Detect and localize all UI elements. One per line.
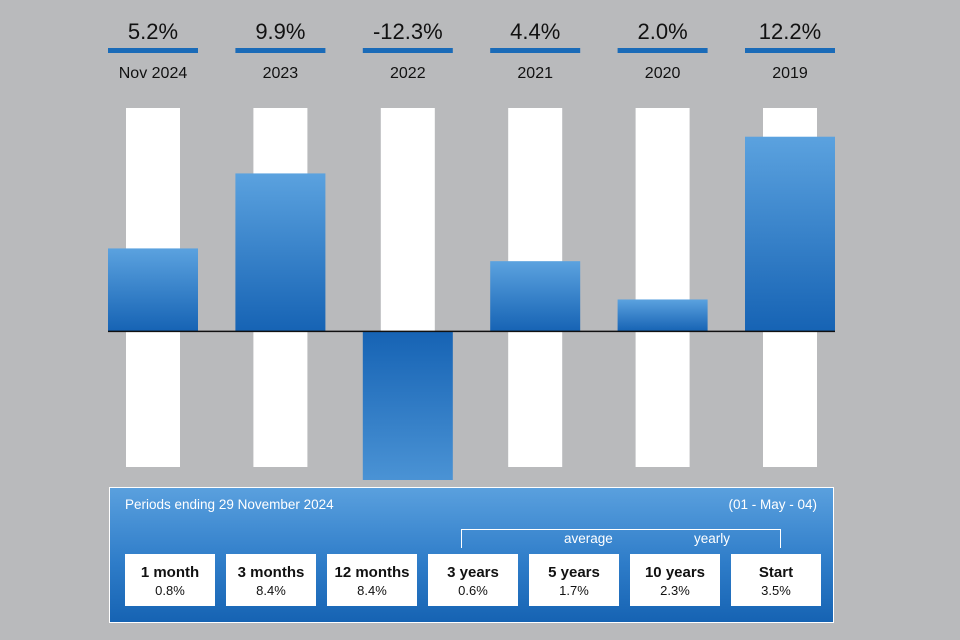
period-value: 2.3% [660, 583, 690, 598]
value-label: 2.0% [638, 19, 688, 44]
category-label: 2021 [517, 65, 553, 82]
category-label: 2022 [390, 65, 426, 82]
period-label: 3 years [447, 564, 499, 581]
period-label: 1 month [140, 564, 200, 581]
average-label: average [564, 531, 613, 546]
label-underline [745, 48, 835, 53]
period-label: 3 months [237, 564, 305, 581]
period-label: 12 months [334, 564, 410, 581]
category-label: 2020 [645, 65, 681, 82]
performance-bar-chart: 5.2% Nov 2024 9.9% 2023 -12.3% 2022 4.4% 2021 2.… [108, 19, 835, 480]
label-underline [617, 48, 708, 53]
period-box-12-months: 12 months 8.4% [327, 554, 417, 606]
period-box-10-years: 10 years 2.3% [630, 554, 720, 606]
bar-2019 [745, 136, 835, 332]
value-label: 12.2% [759, 19, 821, 44]
period-value: 0.6% [458, 583, 488, 598]
period-returns-panel: Periods ending 29 November 2024 (01 - Ma… [109, 487, 834, 623]
periods-ending-title: Periods ending 29 November 2024 [125, 497, 334, 512]
bar-2021 [490, 261, 581, 332]
period-label: Start [758, 564, 794, 581]
period-box-5-years: 5 years 1.7% [529, 554, 619, 606]
bar-2020 [617, 299, 708, 332]
label-underline [490, 48, 581, 53]
period-box-start: Start 3.5% [731, 554, 821, 606]
period-label: 10 years [644, 564, 706, 581]
period-value: 8.4% [357, 583, 387, 598]
category-label: Nov 2024 [119, 65, 188, 82]
background-column [635, 108, 690, 467]
yearly-label: yearly [694, 531, 731, 546]
label-underline [108, 48, 198, 53]
label-underline [362, 48, 453, 53]
category-label: 2019 [772, 65, 808, 82]
value-label: 9.9% [255, 19, 305, 44]
category-label: 2023 [263, 65, 299, 82]
period-box-1-month: 1 month 0.8% [125, 554, 215, 606]
value-label: 5.2% [128, 19, 178, 44]
label-underline [235, 48, 326, 53]
value-label: -12.3% [373, 19, 443, 44]
period-value: 3.5% [761, 583, 791, 598]
period-value: 1.7% [559, 583, 589, 598]
period-box-3-months: 3 months 8.4% [226, 554, 316, 606]
bar-2023 [235, 173, 326, 332]
bar-nov-2024 [108, 248, 198, 332]
period-value: 8.4% [256, 583, 286, 598]
start-date: (01 - May - 04) [728, 497, 817, 512]
value-label: 4.4% [510, 19, 560, 44]
period-label: 5 years [548, 564, 600, 581]
bar-2022 [362, 331, 453, 480]
average-yearly-bracket [461, 529, 781, 548]
period-boxes: 1 month 0.8% 3 months 8.4% 12 months 8.4… [125, 554, 821, 606]
period-value: 0.8% [155, 583, 185, 598]
period-box-3-years: 3 years 0.6% [428, 554, 518, 606]
